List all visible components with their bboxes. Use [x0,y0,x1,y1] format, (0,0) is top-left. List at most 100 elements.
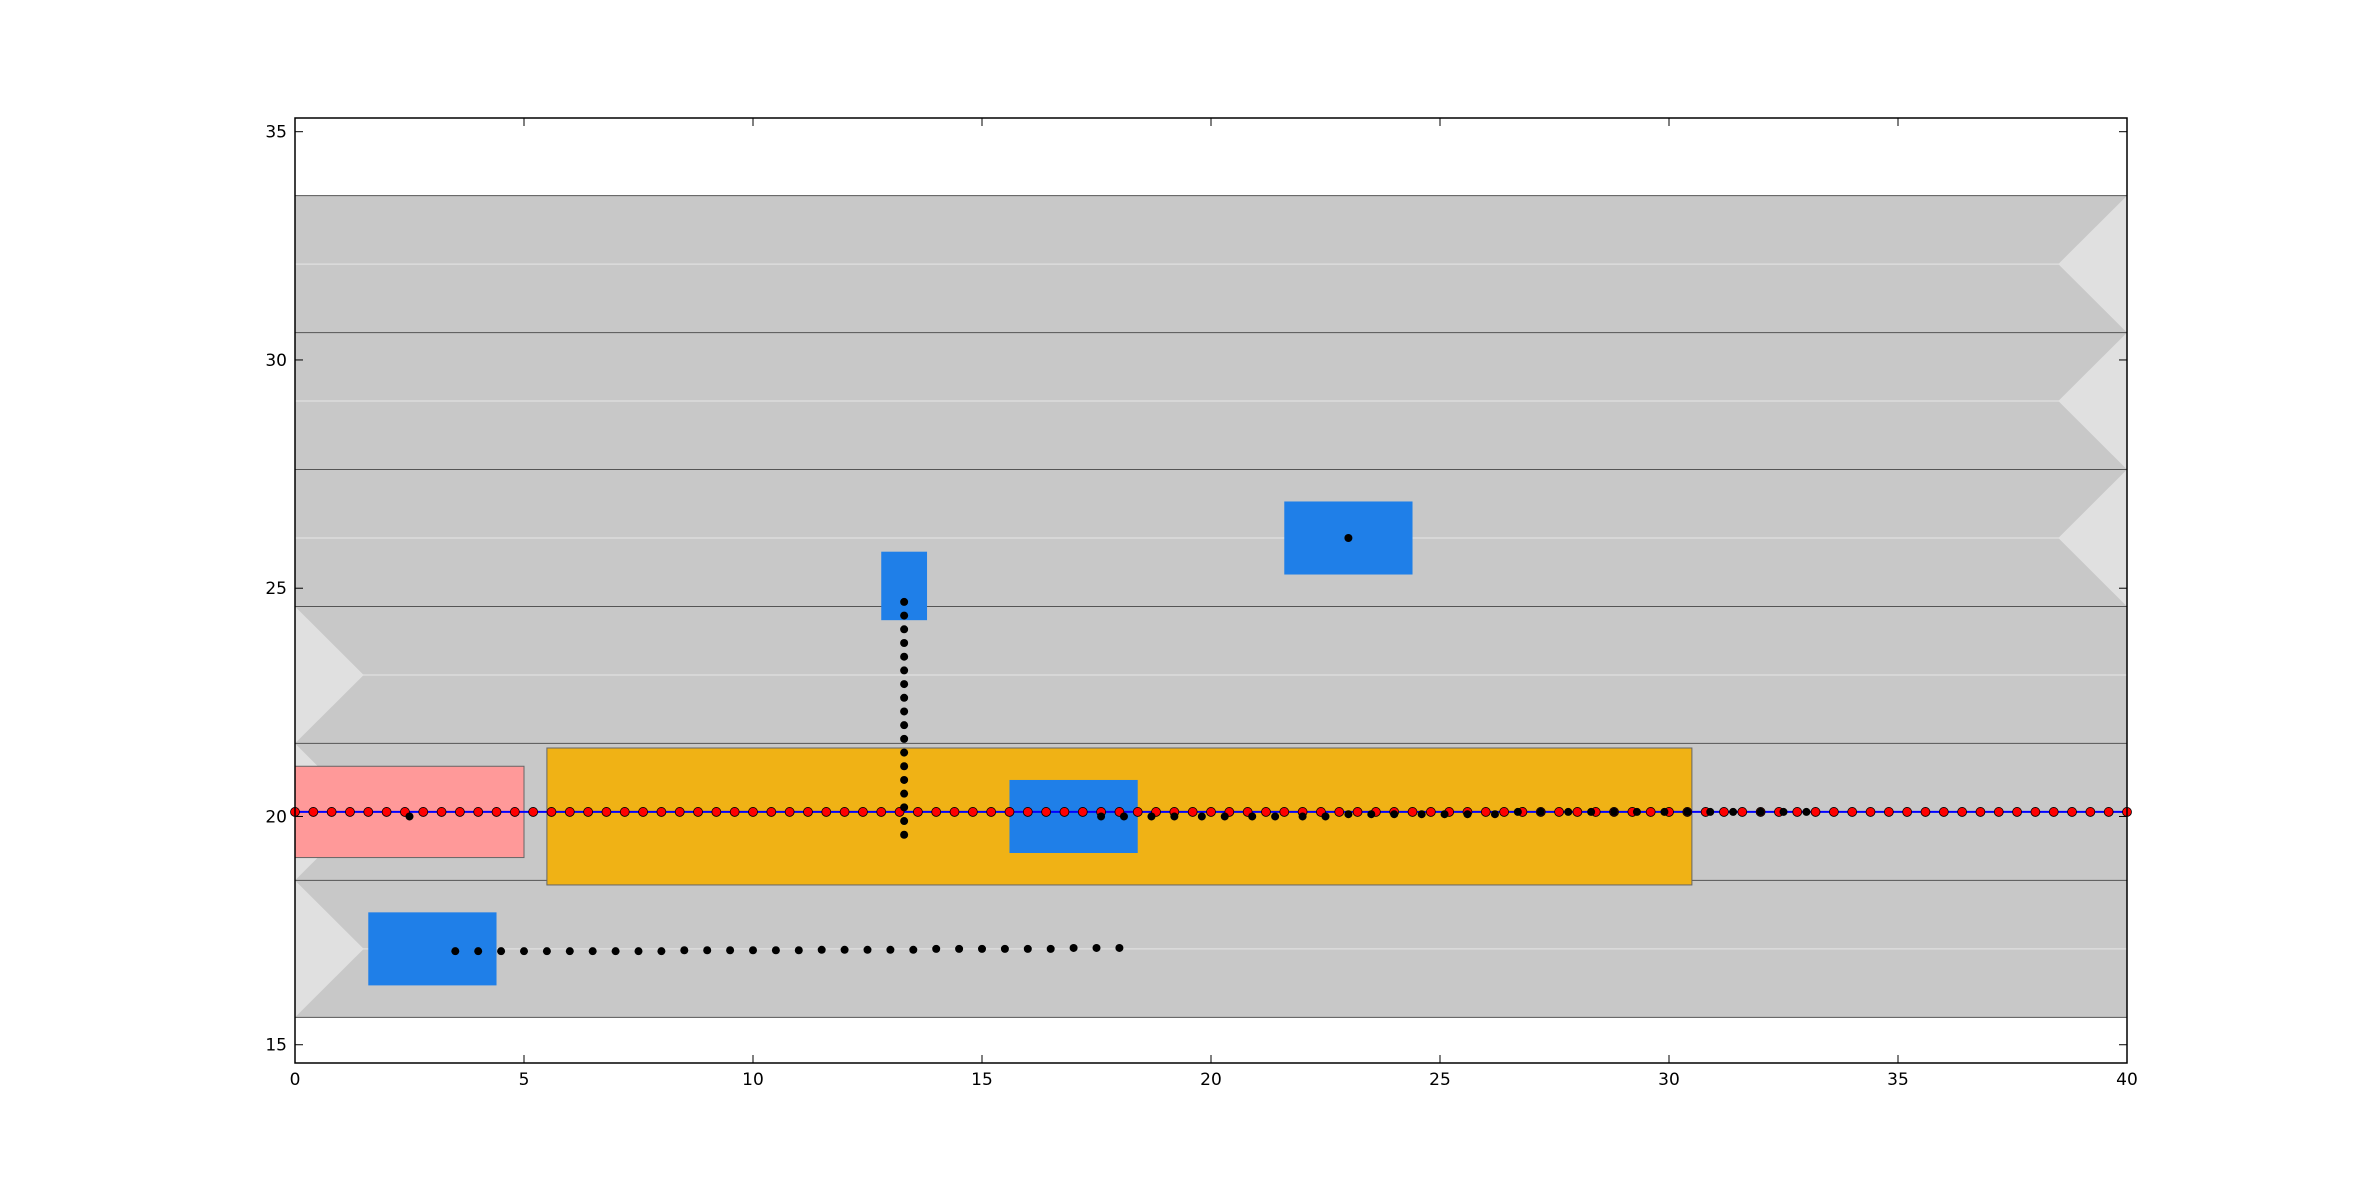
trajectory-point [542,947,551,956]
path-point [1187,807,1198,817]
trajectory-point [1097,812,1106,821]
path-point [2048,807,2059,817]
path-point [931,807,942,817]
trajectory-point [1248,812,1257,821]
path-point [601,807,612,817]
trajectory-point [1321,812,1330,821]
path-point [583,807,594,817]
y-tick-label: 30 [265,351,287,371]
trajectory-point [497,947,506,956]
trajectory-point [840,945,849,954]
path-point [1041,807,1052,817]
trajectory-point [932,944,941,953]
path-point [876,807,887,817]
path-point [784,807,795,817]
x-tick-label: 0 [290,1070,301,1090]
trajectory-point [1587,807,1596,816]
path-point [1737,807,1748,817]
path-point [2012,807,2022,817]
trajectory-point [1344,810,1353,819]
path-point [1792,807,1803,817]
trajectory-point [900,721,909,730]
trajectory-point [900,666,909,675]
trajectory-point [611,947,620,956]
y-tick-label: 35 [265,123,287,143]
trajectory-point [1046,944,1055,953]
trajectory-point [886,945,895,954]
trajectory-point [1271,812,1280,821]
path-point [949,807,960,817]
path-point [1554,807,1564,817]
path-point [1810,807,1821,817]
path-point [454,807,465,817]
trajectory-point [1660,807,1669,816]
trajectory-point [900,775,909,784]
path-point [821,807,832,817]
path-point [1902,807,1913,817]
trajectory-point [1220,812,1229,821]
path-point [1883,807,1894,817]
trajectory-point [978,944,986,953]
path-point [1847,807,1858,817]
trajectory-point [588,947,597,956]
trajectory-point [1170,812,1179,821]
x-tick-label: 5 [519,1070,530,1090]
path-point [345,807,355,817]
trajectory-point [657,947,666,956]
trajectory-point [863,945,872,954]
path-point [1499,807,1510,817]
path-point [1352,807,1363,817]
trajectory-point [900,734,909,743]
trajectory-point [1115,943,1124,952]
lane-direction-arrow [295,606,364,744]
trajectory-point [1119,812,1128,821]
trajectory-point [1513,807,1522,816]
path-point [491,807,502,817]
path-point [839,807,850,817]
vehicle-car [881,551,928,621]
trajectory-point [1023,944,1032,953]
path-point [1865,807,1876,817]
trajectory-point [474,947,483,956]
path-point [638,807,648,817]
trajectory-point [1779,807,1788,816]
x-tick-label: 40 [2116,1070,2138,1090]
trajectory-point [1802,807,1811,816]
trajectory-point [749,946,757,955]
trajectory-point [1092,943,1101,952]
trajectory-point [680,946,689,955]
path-point [473,807,484,817]
x-tick-label: 15 [971,1070,993,1090]
trajectory-point [909,945,918,954]
trajectory-point [451,947,460,956]
trajectory-point [1756,807,1765,816]
trajectory-point [900,693,909,702]
trajectory-point [726,946,735,955]
path-point [674,807,685,817]
path-point [711,807,722,817]
trajectory-point [900,803,909,812]
y-tick-label: 20 [265,807,287,827]
path-point [1004,807,1015,817]
x-tick-label: 10 [742,1070,764,1090]
path-point [1206,807,1216,817]
trajectory-point [1729,807,1738,816]
trajectory-point [771,946,780,955]
path-point [2030,807,2041,817]
trajectory-point [900,789,909,798]
trajectory-point [900,817,909,826]
trajectory-point [1069,943,1078,952]
path-point [326,807,337,817]
trajectory-point [565,947,574,956]
x-tick-label: 35 [1887,1070,1909,1090]
trajectory-point [1000,944,1009,953]
path-point [1334,807,1345,817]
path-point [1993,807,2004,817]
path-point [1975,807,1986,817]
vehicle-car [1009,779,1138,853]
path-point [1938,807,1949,817]
path-point [1425,807,1436,817]
path-point [803,807,813,817]
trajectory-point [1197,812,1206,821]
